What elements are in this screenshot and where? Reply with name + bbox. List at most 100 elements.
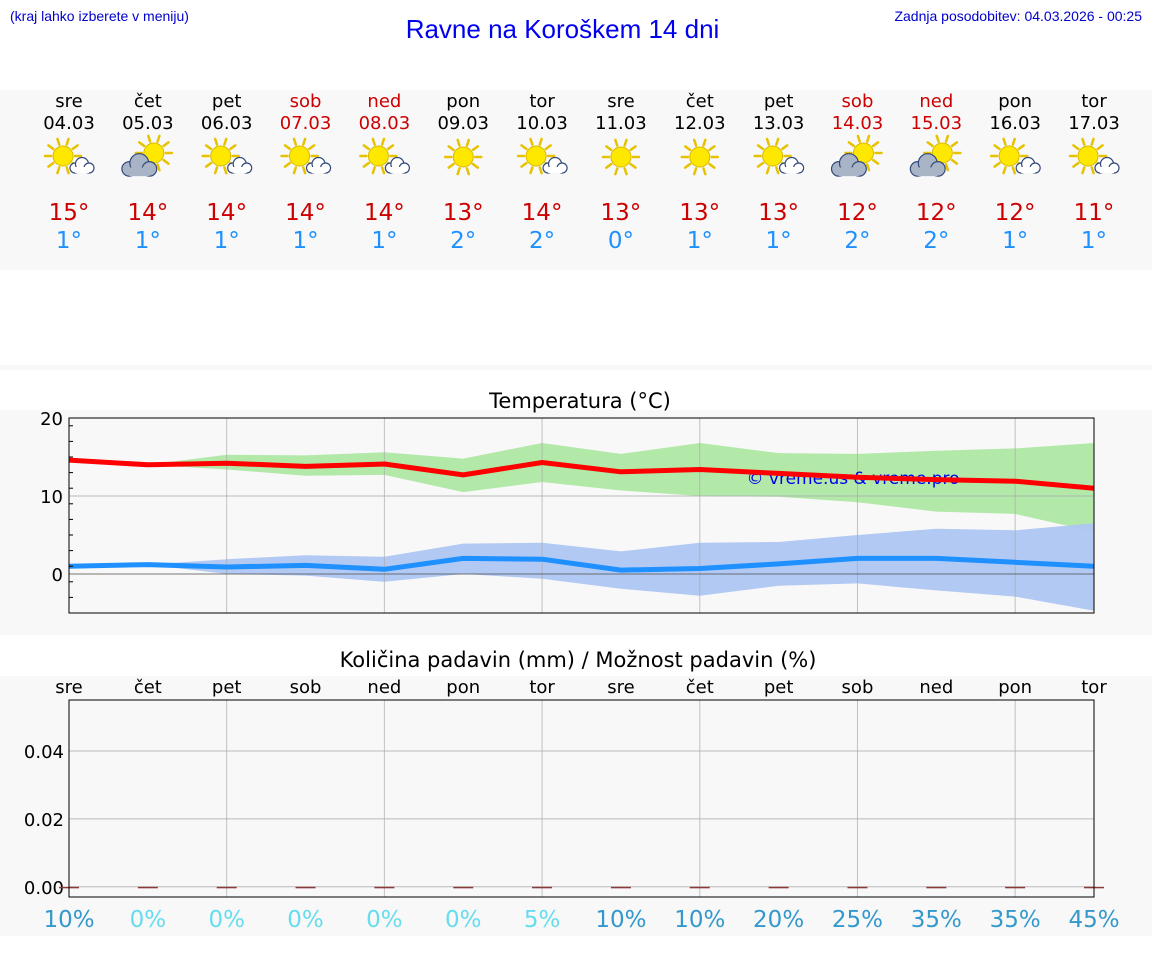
cloud-base — [390, 167, 405, 173]
sun-ray — [292, 137, 298, 146]
day-name: ned — [919, 91, 953, 112]
cloud-shape — [69, 156, 95, 174]
sun-disc — [525, 145, 547, 167]
min-temperature: 2° — [529, 228, 555, 254]
sun-ray — [204, 144, 213, 151]
min-temperature: 1° — [135, 228, 161, 254]
sun-ray — [471, 145, 480, 152]
sun-ray — [756, 144, 765, 151]
sun-ray — [223, 166, 228, 175]
sun-ray — [138, 141, 146, 148]
plot-area — [69, 700, 1094, 897]
precipitation-bar — [847, 886, 868, 889]
sun-ray — [623, 167, 628, 176]
min-temperature: 0° — [608, 228, 634, 254]
day-name: sob — [842, 91, 874, 112]
sun-ray — [204, 161, 213, 168]
sun-ray — [162, 158, 170, 165]
sun-ray — [950, 158, 959, 165]
sun-ray — [213, 137, 219, 146]
sun-ray — [871, 158, 880, 165]
sun-ray — [538, 137, 543, 146]
sun-ray — [56, 137, 61, 146]
sun-ray — [871, 141, 880, 148]
day-date: 16.03 — [989, 113, 1041, 134]
day-name: sob — [290, 91, 322, 112]
sun-disc — [452, 146, 474, 168]
sun-ray — [538, 166, 543, 175]
y-tick-label: 0 — [52, 565, 63, 586]
day-name: sre — [55, 91, 82, 112]
sun-ray — [1072, 144, 1080, 151]
last-updated: Zadnja posodobitev: 04.03.2026 - 00:25 — [894, 8, 1142, 24]
sun-ray — [529, 166, 534, 175]
sun-ray — [1081, 137, 1086, 146]
precipitation-bar — [768, 886, 789, 889]
cloud-shape — [779, 156, 805, 174]
precipitation-bar — [926, 886, 947, 889]
day-date: 10.03 — [516, 113, 568, 134]
day-date: 07.03 — [280, 113, 332, 134]
precipitation-probability: 45% — [1068, 907, 1119, 933]
day-name: pet — [764, 91, 794, 112]
sun-cloudy-icon — [121, 134, 174, 177]
forecast-strip-background — [0, 90, 1152, 270]
precipitation-bar — [610, 886, 631, 889]
sun-ray — [865, 163, 871, 172]
min-temperature: 1° — [371, 228, 397, 254]
location-hint: (kraj lahko izberete v meniju) — [10, 8, 189, 24]
cloud-shape — [305, 156, 332, 174]
sun-ray — [847, 141, 856, 148]
sun-ray — [65, 166, 70, 175]
sun-ray — [765, 166, 771, 175]
sun-ray — [605, 162, 613, 169]
sun-ray — [307, 144, 316, 151]
sun-ray — [865, 134, 871, 143]
sun-ray — [692, 167, 698, 176]
sun-ray — [362, 161, 370, 168]
precipitation-probability: 35% — [911, 907, 962, 933]
max-temperature: 14° — [522, 200, 563, 226]
sun-ray — [301, 137, 307, 146]
y-tick-label: 0.00 — [24, 878, 64, 899]
sun-ray — [1081, 166, 1086, 175]
sun-ray — [708, 145, 716, 152]
x-tick-label: sre — [607, 677, 634, 698]
daily-forecast: sre04.0315°1°čet05.0314°1°pet06.0314°1°s… — [43, 91, 1120, 254]
sun-disc — [610, 146, 632, 168]
sun-ray — [301, 166, 307, 175]
cloud-base — [784, 167, 799, 173]
day-date: 12.03 — [674, 113, 726, 134]
day-name: čet — [686, 91, 714, 112]
sun-partly-cloudy-icon — [201, 137, 253, 175]
max-temperature: 13° — [758, 200, 799, 226]
y-tick-label: 0.04 — [24, 742, 64, 763]
sun-ray — [283, 144, 292, 151]
sun-ray — [1096, 144, 1104, 151]
sun-ray — [605, 145, 613, 152]
sun-ray — [702, 138, 707, 147]
sun-ray — [1011, 166, 1016, 175]
precipitation-chart-title: Količina padavin (mm) / Možnost padavin … — [340, 648, 817, 672]
sun-ray — [1002, 137, 1007, 146]
sun-ray — [380, 166, 386, 175]
cloud-shape — [384, 156, 410, 174]
cloud-base — [1100, 167, 1114, 173]
max-temperature: 14° — [364, 200, 405, 226]
day-name: tor — [1081, 91, 1107, 112]
max-temperature: 12° — [916, 200, 957, 226]
x-tick-label: čet — [686, 677, 714, 698]
cloud-shape — [542, 156, 568, 174]
precipitation-probability: 0% — [208, 907, 245, 933]
sun-cloudy-icon — [909, 134, 962, 177]
y-tick-label: 20 — [40, 409, 63, 430]
sun-partly-cloudy-icon — [43, 137, 95, 175]
sun-ray — [147, 134, 152, 143]
